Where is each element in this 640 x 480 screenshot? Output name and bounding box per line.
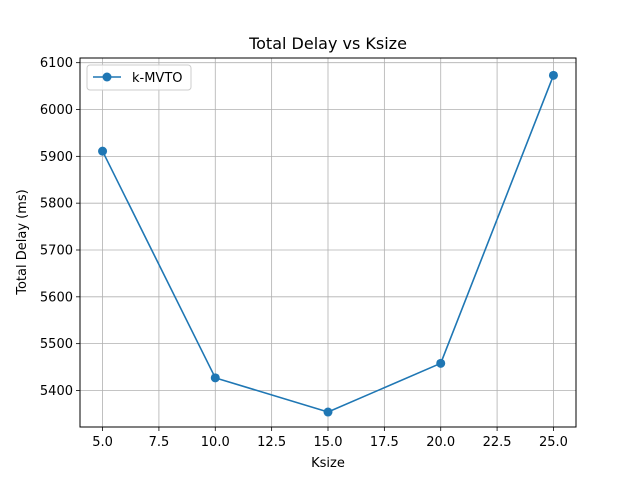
x-tick-label: 25.0 (539, 435, 568, 450)
x-tick-label: 12.5 (257, 435, 286, 450)
y-tick-label: 5900 (40, 150, 73, 165)
x-tick-label: 10.0 (201, 435, 230, 450)
x-tick-label: 15.0 (314, 435, 343, 450)
x-tick-label: 22.5 (483, 435, 512, 450)
data-point (548, 70, 558, 80)
x-axis-ticks: 5.0 7.5 10.0 12.5 15.0 17.5 20.0 22.5 25.0 (92, 427, 568, 450)
y-tick-label: 6000 (40, 103, 73, 118)
y-axis-ticks: 5400 5500 5600 5700 5800 5900 6000 6100 (40, 56, 80, 399)
legend-label: k-MVTO (132, 71, 183, 86)
legend: k-MVTO (86, 64, 192, 91)
data-point (98, 146, 108, 156)
x-tick-label: 20.0 (426, 435, 455, 450)
x-axis-title: Ksize (311, 456, 345, 471)
series-layer (98, 70, 558, 417)
y-tick-label: 5800 (40, 197, 73, 212)
legend-box (86, 64, 192, 91)
data-point (436, 358, 446, 368)
x-tick-label: 17.5 (370, 435, 399, 450)
data-point (323, 407, 333, 417)
data-point (210, 373, 220, 383)
y-tick-label: 5400 (40, 384, 73, 399)
y-tick-label: 5500 (40, 337, 73, 352)
chart-title: Total Delay vs Ksize (248, 34, 407, 53)
x-tick-label: 5.0 (92, 435, 113, 450)
y-tick-label: 5600 (40, 290, 73, 305)
x-tick-label: 7.5 (149, 435, 170, 450)
y-tick-label: 5700 (40, 243, 73, 258)
y-tick-label: 6100 (40, 56, 73, 71)
y-axis-title: Total Delay (ms) (15, 189, 30, 296)
legend-marker-sample (102, 72, 112, 82)
grid-lines (80, 58, 576, 427)
